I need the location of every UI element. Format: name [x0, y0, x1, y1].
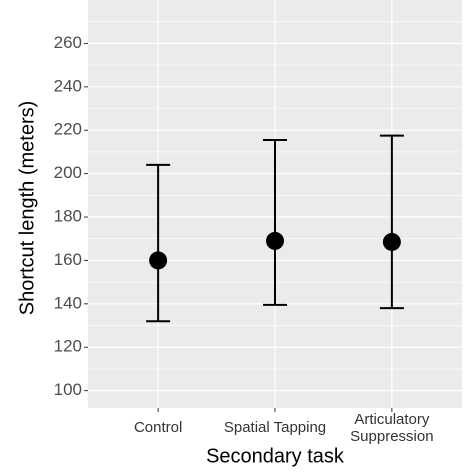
y-tick-label: 220	[54, 120, 82, 139]
y-tick-label: 140	[54, 293, 82, 312]
y-tick-label: 100	[54, 380, 82, 399]
point	[149, 251, 168, 270]
y-tick-label: 180	[54, 207, 82, 226]
y-tick-label: 260	[54, 33, 82, 52]
y-tick-label: 240	[54, 76, 82, 95]
point	[382, 232, 401, 251]
x-axis-title: Secondary task	[206, 445, 345, 467]
x-tick-label: Control	[134, 419, 182, 436]
y-axis-title: Shortcut length (meters)	[16, 101, 38, 316]
x-tick-label: Spatial Tapping	[224, 419, 326, 436]
y-tick-label: 160	[54, 250, 82, 269]
y-tick-label: 120	[54, 337, 82, 356]
y-tick-label: 200	[54, 163, 82, 182]
point	[266, 231, 284, 250]
x-tick-label: Articulatory Suppression	[350, 411, 433, 445]
